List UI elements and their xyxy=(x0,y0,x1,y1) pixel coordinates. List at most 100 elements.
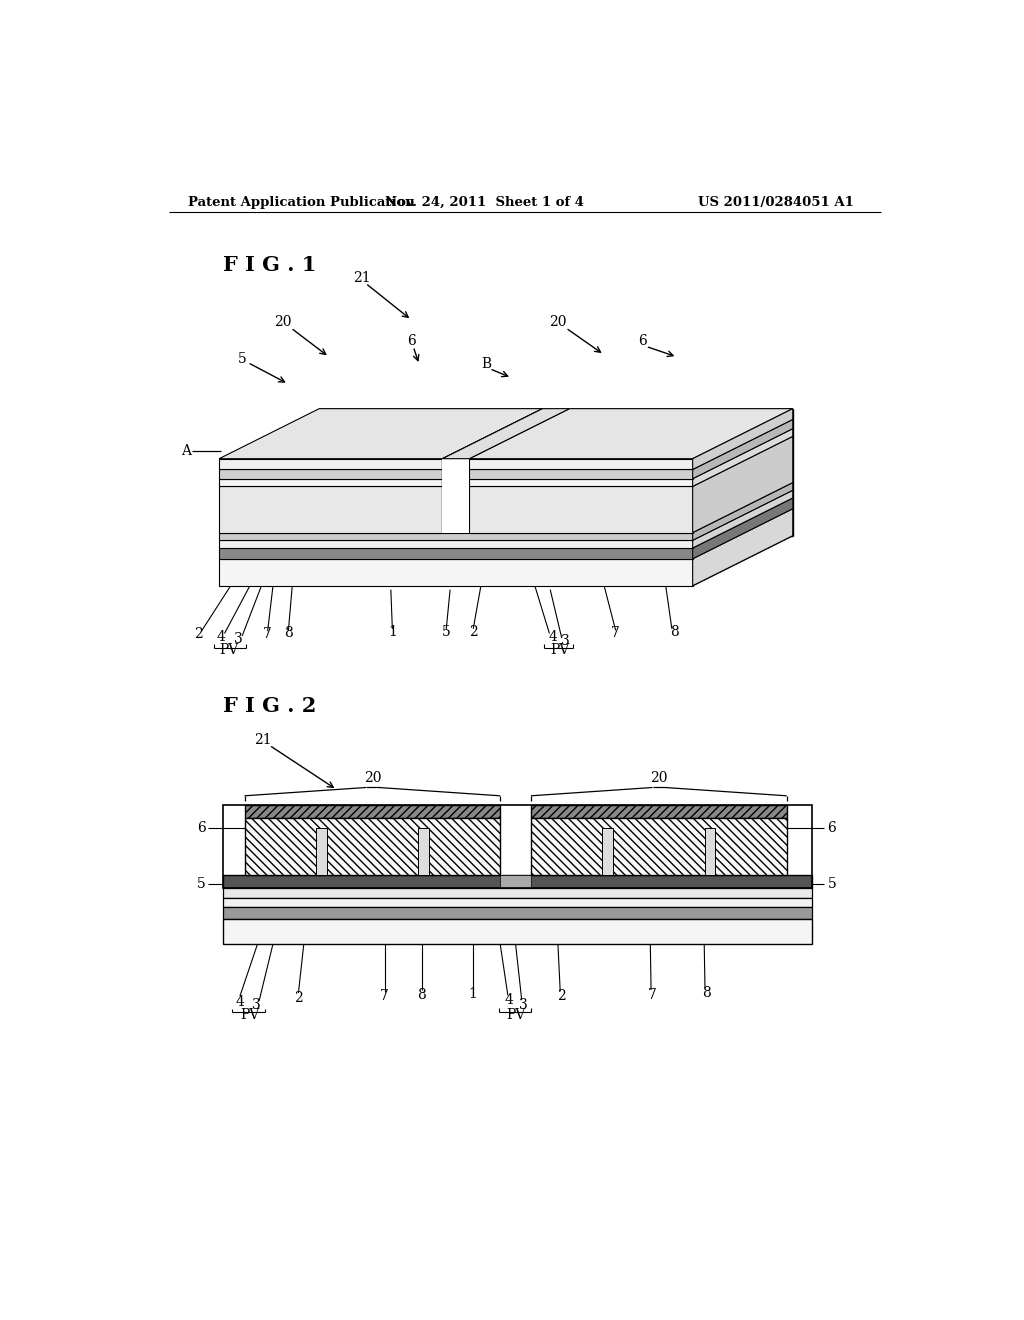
Bar xyxy=(223,888,812,898)
Bar xyxy=(223,919,812,944)
Polygon shape xyxy=(692,409,793,470)
Polygon shape xyxy=(469,459,692,470)
Text: 5: 5 xyxy=(442,624,451,639)
Text: PV: PV xyxy=(550,643,569,656)
Text: 8: 8 xyxy=(702,986,711,1001)
Polygon shape xyxy=(469,487,692,533)
Text: 8: 8 xyxy=(284,627,293,640)
Text: 7: 7 xyxy=(263,627,272,642)
Polygon shape xyxy=(219,437,543,487)
Text: 5: 5 xyxy=(198,876,206,891)
Text: F I G . 2: F I G . 2 xyxy=(223,696,316,715)
Text: 1: 1 xyxy=(388,624,396,639)
Text: 20: 20 xyxy=(364,771,381,785)
Text: 2: 2 xyxy=(557,989,566,1003)
Polygon shape xyxy=(469,409,793,459)
Bar xyxy=(223,874,812,888)
Text: 21: 21 xyxy=(254,733,271,747)
Text: 8: 8 xyxy=(417,987,426,1002)
Text: 6: 6 xyxy=(638,334,647,348)
Polygon shape xyxy=(219,558,692,586)
Text: 3: 3 xyxy=(519,998,527,1011)
Polygon shape xyxy=(219,548,692,558)
Text: A: A xyxy=(180,444,190,458)
Text: PV: PV xyxy=(506,1007,525,1022)
Polygon shape xyxy=(219,508,793,558)
Polygon shape xyxy=(692,437,793,533)
Text: 5: 5 xyxy=(827,876,837,891)
Polygon shape xyxy=(219,420,543,470)
Polygon shape xyxy=(442,420,543,479)
Text: B: B xyxy=(481,356,492,371)
Text: 3: 3 xyxy=(234,632,243,645)
Text: 3: 3 xyxy=(252,998,260,1012)
Text: 6: 6 xyxy=(198,821,206,836)
Text: 4: 4 xyxy=(548,630,557,644)
Text: 7: 7 xyxy=(648,987,657,1002)
Text: 20: 20 xyxy=(650,771,668,785)
Polygon shape xyxy=(692,420,793,479)
Polygon shape xyxy=(219,429,543,479)
Text: 6: 6 xyxy=(827,821,837,836)
Polygon shape xyxy=(219,470,442,479)
Polygon shape xyxy=(219,533,692,540)
Polygon shape xyxy=(692,508,793,586)
Text: PV: PV xyxy=(241,1008,259,1023)
Text: 5: 5 xyxy=(238,351,247,366)
Bar xyxy=(602,829,613,874)
Polygon shape xyxy=(469,479,692,487)
Bar xyxy=(245,817,500,874)
Polygon shape xyxy=(469,429,793,479)
Polygon shape xyxy=(692,498,793,558)
Bar xyxy=(705,829,716,874)
Bar xyxy=(500,874,531,888)
Bar xyxy=(223,907,812,919)
Text: 6: 6 xyxy=(408,334,416,348)
Polygon shape xyxy=(469,437,793,487)
Text: 2: 2 xyxy=(294,991,303,1005)
Polygon shape xyxy=(442,409,569,459)
Polygon shape xyxy=(469,420,793,470)
Polygon shape xyxy=(219,459,442,470)
Text: 7: 7 xyxy=(611,627,621,640)
Polygon shape xyxy=(219,490,793,540)
Text: Patent Application Publication: Patent Application Publication xyxy=(188,195,415,209)
Polygon shape xyxy=(442,459,469,533)
Bar xyxy=(245,805,500,817)
Text: 4: 4 xyxy=(505,993,514,1007)
Bar xyxy=(531,817,786,874)
Text: 4: 4 xyxy=(236,994,245,1008)
Polygon shape xyxy=(219,479,442,487)
Text: 1: 1 xyxy=(469,987,477,1001)
Text: 2: 2 xyxy=(469,624,477,639)
Polygon shape xyxy=(469,470,692,479)
Polygon shape xyxy=(442,437,543,533)
Polygon shape xyxy=(692,490,793,548)
Polygon shape xyxy=(692,483,793,540)
Text: 2: 2 xyxy=(194,627,203,642)
Text: 8: 8 xyxy=(670,624,679,639)
Polygon shape xyxy=(219,498,793,548)
Text: US 2011/0284051 A1: US 2011/0284051 A1 xyxy=(698,195,854,209)
Text: 21: 21 xyxy=(352,271,371,285)
Bar xyxy=(223,805,812,888)
Text: 7: 7 xyxy=(380,989,389,1003)
Bar xyxy=(418,829,429,874)
Polygon shape xyxy=(219,540,692,548)
Bar xyxy=(223,898,812,907)
Text: 20: 20 xyxy=(274,315,292,330)
Polygon shape xyxy=(692,429,793,487)
Polygon shape xyxy=(219,483,793,533)
Polygon shape xyxy=(219,487,442,533)
Text: F I G . 1: F I G . 1 xyxy=(223,255,316,275)
Text: 4: 4 xyxy=(217,630,226,644)
Polygon shape xyxy=(219,409,543,459)
Polygon shape xyxy=(442,409,543,470)
Bar xyxy=(315,829,327,874)
Polygon shape xyxy=(442,429,543,487)
Text: 3: 3 xyxy=(561,634,570,648)
Text: PV: PV xyxy=(219,643,239,656)
Text: 20: 20 xyxy=(549,315,566,330)
Text: Nov. 24, 2011  Sheet 1 of 4: Nov. 24, 2011 Sheet 1 of 4 xyxy=(385,195,585,209)
Bar xyxy=(531,805,786,817)
